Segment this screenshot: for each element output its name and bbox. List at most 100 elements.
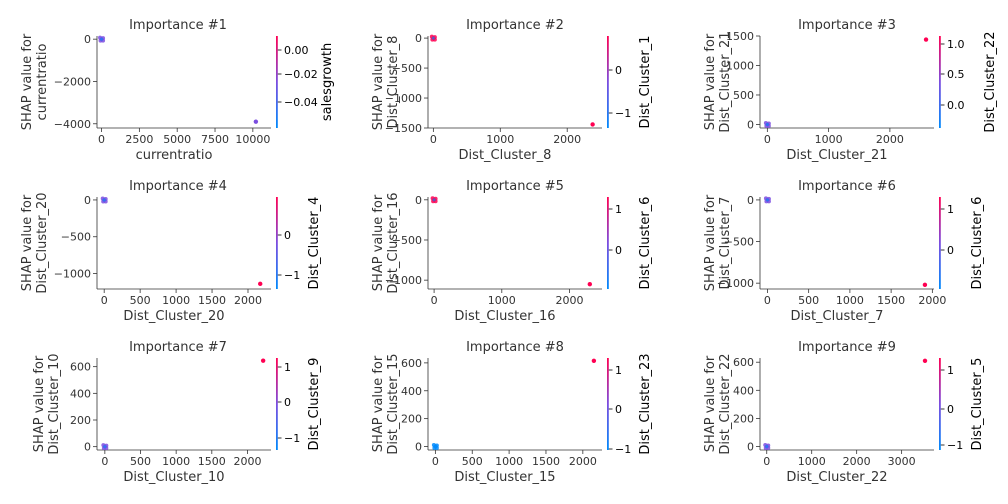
y-axis-label-line: SHAP value for xyxy=(371,355,386,452)
x-axis-label: Dist_Cluster_15 xyxy=(454,470,555,485)
colorbar-tick-label: 1 xyxy=(615,203,622,216)
x-tick-label: 1000 xyxy=(495,455,523,468)
x-tick-label: 2000 xyxy=(553,133,581,146)
panel-3: Importance #30 1000 2000050010001500Dist_C… xyxy=(703,18,998,163)
colorbar xyxy=(607,197,609,289)
y-tick-label: 0 xyxy=(747,440,754,453)
y-tick-label: 1500 xyxy=(726,30,754,43)
colorbar-label: Dist_Cluster_22 xyxy=(983,31,998,132)
y-axis-label-line: Dist_Cluster_8 xyxy=(386,36,401,129)
x-tick-label: 0 xyxy=(101,455,108,468)
x-axis-label: Dist_Cluster_16 xyxy=(454,309,555,324)
y-axis-label-line: SHAP value for xyxy=(20,194,35,291)
x-tick-label: 0 xyxy=(764,294,771,307)
x-tick-label: 2000 xyxy=(233,455,261,468)
colorbar-tick-label: 0 xyxy=(284,229,291,242)
x-axis-label: Dist_Cluster_8 xyxy=(459,148,552,163)
y-axis-label-line: currentratio xyxy=(35,44,50,121)
x-tick-label: 0 xyxy=(763,455,770,468)
y-tick-label: 400 xyxy=(733,384,754,397)
x-tick-label: 10000 xyxy=(235,133,270,146)
y-tick-label: −4000 xyxy=(54,118,91,131)
x-tick-label: 2500 xyxy=(125,133,153,146)
colorbar-tick-label: −1 xyxy=(284,432,300,445)
y-tick-label: 0 xyxy=(84,441,91,454)
colorbar xyxy=(939,358,941,450)
colorbar-tick-label: 1 xyxy=(947,203,954,216)
colorbar-tick-label: 0 xyxy=(947,403,954,416)
y-axis-label-line: SHAP value for xyxy=(703,194,718,291)
panel-7: Importance #7 0 500 1000 1500 2000 0 200 400 600 D… xyxy=(32,340,322,485)
x-tick-label: 2000 xyxy=(918,294,946,307)
y-tick-label: −1000 xyxy=(54,268,91,281)
x-tick-label: 1500 xyxy=(877,294,905,307)
panel-8: Importance #80 500 1000 1500 20000200400600D… xyxy=(371,340,653,485)
colorbar xyxy=(939,197,941,289)
y-tick-label: −2000 xyxy=(54,75,91,88)
x-tick-label: 2000 xyxy=(234,294,262,307)
colorbar-tick-label: 0.00 xyxy=(284,44,309,57)
y-axis-label-line: SHAP value for xyxy=(703,355,718,452)
colorbar xyxy=(276,358,278,450)
x-tick-label: 1000 xyxy=(836,294,864,307)
colorbar-tick-label: 1.0 xyxy=(947,38,965,51)
x-tick-label: 1000 xyxy=(162,294,190,307)
y-tick-label: 600 xyxy=(70,361,91,374)
colorbar-tick-label: −1 xyxy=(615,107,631,120)
panel-title: Importance #4 xyxy=(129,179,227,194)
y-tick-label: 200 xyxy=(401,413,422,426)
colorbar xyxy=(607,36,609,128)
colorbar xyxy=(276,36,278,128)
data-point xyxy=(923,37,929,42)
y-axis-label-line: Dist_Cluster_16 xyxy=(386,192,401,293)
panel-title: Importance #6 xyxy=(798,179,896,194)
data-point-cluster xyxy=(101,443,109,451)
x-tick-label: 1000 xyxy=(815,133,843,146)
data-point xyxy=(102,198,106,202)
y-tick-label: 0 xyxy=(415,441,422,454)
y-tick-label: 200 xyxy=(733,412,754,425)
colorbar-label: Dist_Cluster_1 xyxy=(638,36,653,129)
panel-title: Importance #9 xyxy=(798,340,896,355)
colorbar-tick-label: −0.04 xyxy=(284,96,318,109)
panel-title: Importance #5 xyxy=(466,179,564,194)
colorbar-tick-label: 0.5 xyxy=(947,68,965,81)
data-point xyxy=(591,358,597,363)
panel-title: Importance #2 xyxy=(466,18,564,33)
colorbar-tick-label: −1 xyxy=(947,439,963,452)
colorbar-label: Dist_Cluster_5 xyxy=(970,358,985,451)
y-axis-label-line: Dist_Cluster_21 xyxy=(718,31,733,132)
x-tick-label: 0 xyxy=(431,294,438,307)
data-point xyxy=(765,122,769,127)
y-axis-label-line: Dist_Cluster_20 xyxy=(35,192,50,293)
x-tick-label: 500 xyxy=(130,455,151,468)
data-point xyxy=(103,445,107,449)
y-tick-label: 400 xyxy=(401,385,422,398)
y-axis-label-line: SHAP value for xyxy=(703,33,718,130)
colorbar-label: Dist_Cluster_6 xyxy=(970,197,985,290)
x-tick-label: 500 xyxy=(130,294,151,307)
x-tick-label: 1500 xyxy=(198,455,226,468)
data-point-cluster xyxy=(429,34,437,42)
data-point xyxy=(587,281,593,287)
x-tick-label: 0 xyxy=(432,455,439,468)
colorbar-label: Dist_Cluster_6 xyxy=(638,197,653,290)
colorbar-tick-label: 0 xyxy=(947,244,954,257)
colorbar-tick-label: 0 xyxy=(615,403,622,416)
colorbar xyxy=(276,197,278,289)
data-point xyxy=(432,198,436,202)
x-axis-label: Dist_Cluster_10 xyxy=(123,470,224,485)
panel-2: Importance #20 1000 20000−500−1000−1500Dis… xyxy=(371,18,653,163)
data-point-cluster xyxy=(763,196,771,204)
panel-title: Importance #3 xyxy=(798,18,896,33)
y-axis-label: SHAP value forDist_Cluster_15 xyxy=(371,353,401,454)
panel-9: Importance #90 1000 2000 30000200400600Dist… xyxy=(703,340,985,485)
y-tick-label: 0 xyxy=(84,33,91,46)
y-axis-label-line: SHAP value for xyxy=(20,33,35,130)
colorbar-tick-label: 0 xyxy=(615,64,622,77)
data-point-cluster xyxy=(763,120,771,128)
panel-title: Importance #8 xyxy=(466,340,564,355)
x-tick-label: 2000 xyxy=(876,133,904,146)
x-tick-label: 2000 xyxy=(556,294,584,307)
